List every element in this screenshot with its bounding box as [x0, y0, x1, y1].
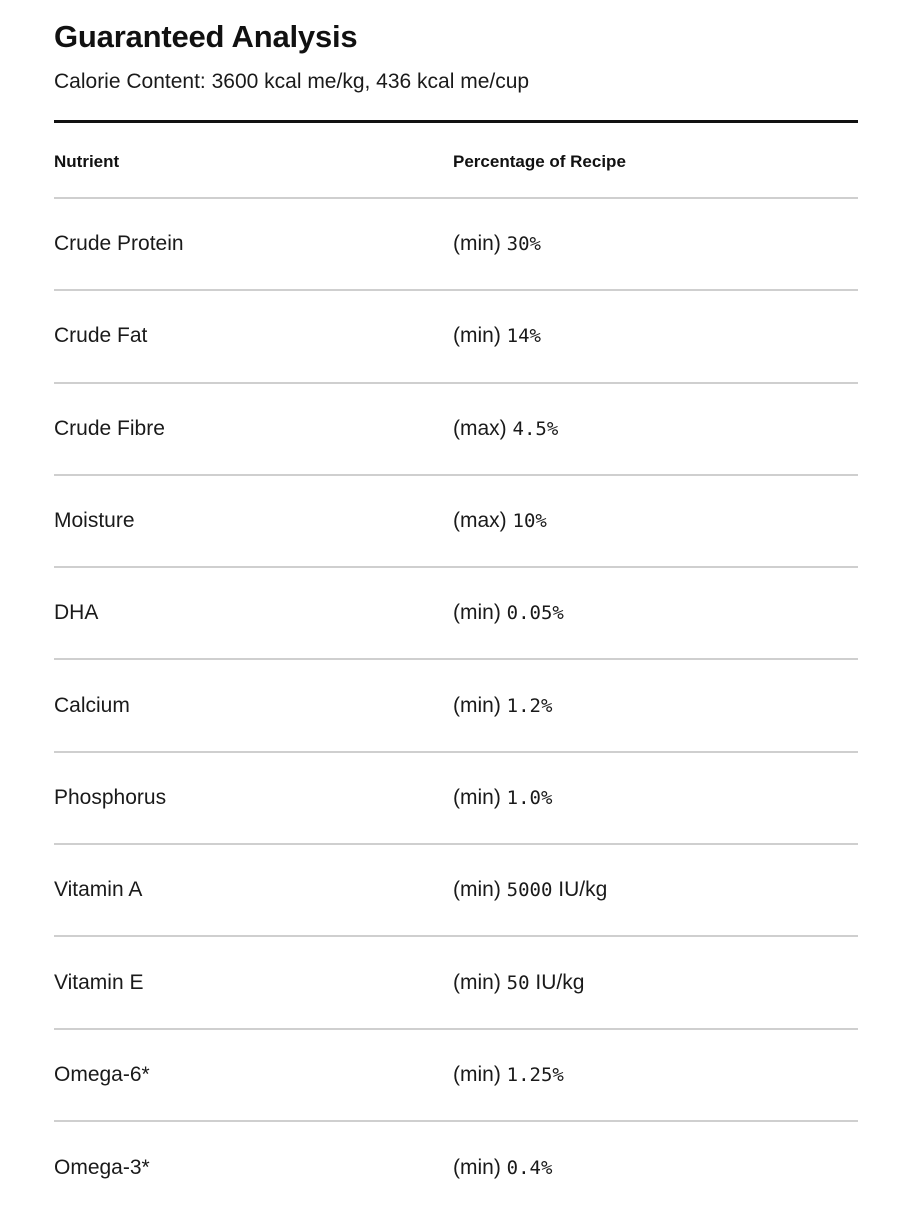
nutrient-value: (min) 0.4%: [453, 1156, 858, 1180]
nutrient-value: (min) 14%: [453, 324, 858, 348]
table-row: Phosphorus (min) 1.0%: [54, 753, 858, 846]
nutrient-name: Vitamin A: [54, 878, 143, 902]
value-amount: 14%: [506, 325, 541, 348]
nutrient-value: (min) 5000 IU/kg: [453, 878, 858, 902]
value-qualifier: (min): [453, 693, 501, 717]
table-row: DHA (min) 0.05%: [54, 568, 858, 661]
table-row: Crude Fibre (max) 4.5%: [54, 384, 858, 476]
nutrient-value: (max) 10%: [453, 509, 858, 533]
value-amount: 30%: [506, 233, 541, 256]
page-title: Guaranteed Analysis: [54, 19, 358, 54]
nutrient-name: Vitamin E: [54, 970, 144, 994]
nutrient-name: Omega-6*: [54, 1062, 150, 1086]
value-qualifier: (min): [453, 232, 501, 256]
table-row: Omega-3* (min) 0.4%: [54, 1122, 858, 1214]
nutrient-value: (min) 1.0%: [453, 786, 858, 810]
value-qualifier: (min): [453, 785, 501, 809]
nutrient-name: Crude Protein: [54, 232, 184, 256]
value-amount: 50: [506, 971, 530, 994]
table-row: Crude Protein (min) 30%: [54, 199, 858, 292]
value-qualifier: (max): [453, 509, 507, 533]
table-row: Vitamin A (min) 5000 IU/kg: [54, 845, 858, 938]
value-amount: 1.2%: [506, 694, 553, 717]
table-header: Nutrient Percentage of Recipe: [54, 123, 858, 199]
nutrient-value: (max) 4.5%: [453, 417, 858, 441]
nutrient-value: (min) 1.2%: [453, 694, 858, 718]
value-unit: IU/kg: [535, 970, 585, 994]
value-qualifier: (min): [453, 601, 501, 625]
title-divider: [54, 120, 858, 123]
value-qualifier: (min): [453, 1062, 501, 1086]
value-qualifier: (min): [453, 1156, 501, 1180]
table-row: Crude Fat (min) 14%: [54, 291, 858, 384]
value-amount: 10%: [512, 510, 547, 533]
value-qualifier: (min): [453, 970, 501, 994]
value-qualifier: (min): [453, 324, 501, 348]
value-amount: 4.5%: [512, 417, 559, 440]
table-row: Vitamin E (min) 50 IU/kg: [54, 937, 858, 1030]
value-amount: 0.05%: [506, 602, 564, 625]
table-row: Omega-6* (min) 1.25%: [54, 1030, 858, 1122]
value-amount: 0.4%: [506, 1157, 553, 1180]
column-header-nutrient: Nutrient: [54, 151, 120, 171]
column-header-percentage: Percentage of Recipe: [453, 151, 626, 171]
nutrient-value: (min) 50 IU/kg: [453, 971, 858, 995]
nutrient-name: DHA: [54, 601, 99, 625]
value-unit: IU/kg: [558, 878, 608, 902]
nutrient-name: Phosphorus: [54, 785, 167, 809]
guaranteed-analysis-panel: Guaranteed Analysis Calorie Content: 360…: [54, 0, 858, 1214]
nutrient-value: (min) 30%: [453, 232, 858, 256]
nutrient-name: Calcium: [54, 693, 130, 717]
nutrient-name: Crude Fat: [54, 324, 148, 348]
value-amount: 5000: [506, 879, 553, 902]
nutrient-value: (min) 1.25%: [453, 1063, 858, 1087]
value-qualifier: (max): [453, 416, 507, 440]
nutrient-table: Nutrient Percentage of Recipe Crude Prot…: [54, 123, 858, 1214]
nutrient-name: Moisture: [54, 509, 135, 533]
nutrient-name: Omega-3*: [54, 1156, 150, 1180]
table-row: Calcium (min) 1.2%: [54, 660, 858, 753]
nutrient-value: (min) 0.05%: [453, 601, 858, 625]
value-amount: 1.0%: [506, 786, 553, 809]
value-amount: 1.25%: [506, 1063, 564, 1086]
value-qualifier: (min): [453, 878, 501, 902]
nutrient-name: Crude Fibre: [54, 416, 165, 440]
calorie-content-text: Calorie Content: 3600 kcal me/kg, 436 kc…: [54, 70, 530, 93]
table-row: Moisture (max) 10%: [54, 476, 858, 569]
